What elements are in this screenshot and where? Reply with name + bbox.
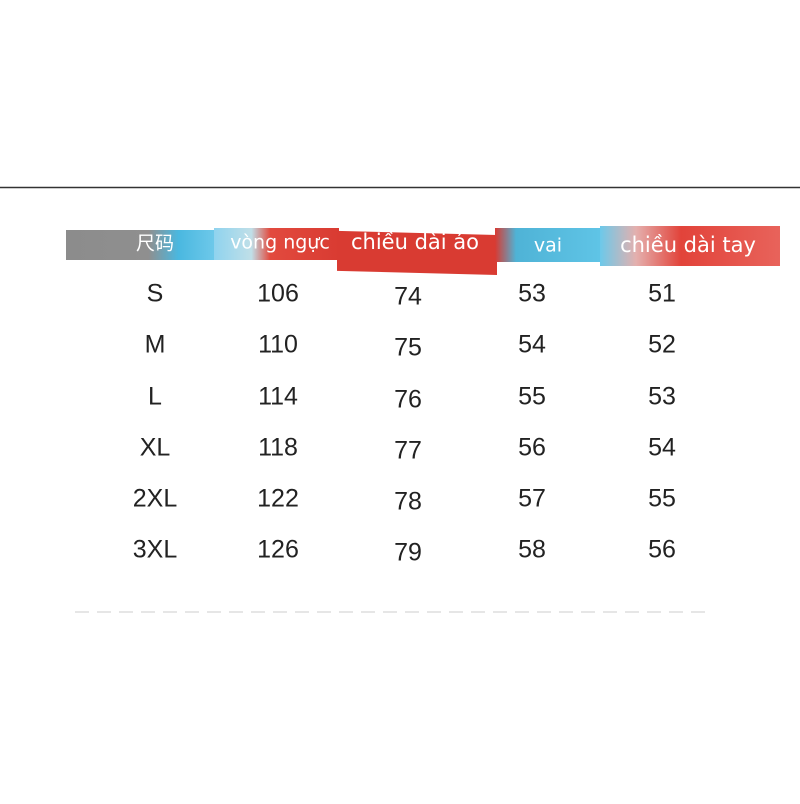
table-cell: 75 xyxy=(394,334,422,362)
table-cell: L xyxy=(148,383,162,411)
table-cell: 52 xyxy=(648,331,676,359)
table-cell: 126 xyxy=(257,536,299,564)
table-cell: 56 xyxy=(518,434,546,462)
table-cell: 53 xyxy=(648,383,676,411)
table-cell: 114 xyxy=(258,383,298,411)
table-cell: 76 xyxy=(394,386,422,414)
table-cell: 57 xyxy=(518,485,546,513)
table-cell: 55 xyxy=(648,485,676,513)
table-cell: XL xyxy=(140,434,171,462)
table-cell: 2XL xyxy=(133,485,178,513)
table-cell: 51 xyxy=(648,280,676,308)
header-bg xyxy=(495,228,600,262)
table-cell: 54 xyxy=(648,434,676,462)
header-bg xyxy=(214,228,339,260)
table-cell: 3XL xyxy=(133,536,178,564)
header-cell: chiều dài tay xyxy=(620,233,756,257)
table-cell: 74 xyxy=(394,283,422,311)
table-cell: 106 xyxy=(257,280,299,308)
table-cell: 78 xyxy=(394,488,422,516)
header-band xyxy=(66,226,780,276)
table-cell: M xyxy=(145,331,166,359)
table-cell: 77 xyxy=(394,437,422,465)
table-cell: 118 xyxy=(258,434,298,462)
table-cell: 54 xyxy=(518,331,546,359)
table: 尺码 vòng ngực chiều dài áo vai chiều dài tay S… xyxy=(133,230,756,567)
table-cell: 56 xyxy=(648,536,676,564)
header-bg xyxy=(66,230,216,260)
table-cell: 58 xyxy=(518,536,546,564)
table-cell: S xyxy=(147,280,164,308)
table-cell: 55 xyxy=(518,383,546,411)
header-bg xyxy=(600,226,780,266)
table-cell: 122 xyxy=(257,485,299,513)
table-cell: 53 xyxy=(518,280,546,308)
header-cell: vòng ngực xyxy=(230,232,330,254)
table-cell: 79 xyxy=(394,539,422,567)
table-cell: 110 xyxy=(258,331,298,359)
header-cell: chiều dài áo xyxy=(351,230,479,254)
header-bg xyxy=(337,230,497,276)
header-cell: 尺码 xyxy=(136,233,174,255)
header-cell: vai xyxy=(534,235,562,257)
